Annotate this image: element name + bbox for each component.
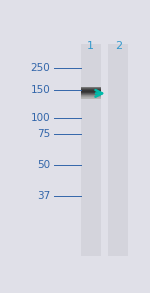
Bar <box>81 88 101 89</box>
Bar <box>81 89 101 90</box>
Text: 50: 50 <box>37 160 50 170</box>
Bar <box>81 92 101 93</box>
Text: 100: 100 <box>30 113 50 122</box>
Bar <box>81 95 101 96</box>
Bar <box>81 93 101 94</box>
Text: 150: 150 <box>30 86 50 96</box>
Bar <box>81 89 101 90</box>
Text: 250: 250 <box>30 63 50 73</box>
Bar <box>81 97 101 98</box>
Bar <box>81 98 101 99</box>
Bar <box>81 94 101 95</box>
Text: 75: 75 <box>37 130 50 139</box>
Bar <box>81 90 101 91</box>
Bar <box>81 96 101 97</box>
Bar <box>81 91 101 92</box>
Bar <box>81 92 101 93</box>
Bar <box>81 94 101 95</box>
Text: 37: 37 <box>37 191 50 202</box>
Bar <box>81 44 101 256</box>
Bar <box>81 87 101 88</box>
Text: 2: 2 <box>115 41 122 51</box>
Bar <box>81 87 101 88</box>
Bar <box>81 91 101 92</box>
Text: 1: 1 <box>87 41 94 51</box>
Bar <box>81 90 101 91</box>
Bar <box>81 88 101 89</box>
Bar <box>108 44 128 256</box>
Bar <box>81 93 101 94</box>
